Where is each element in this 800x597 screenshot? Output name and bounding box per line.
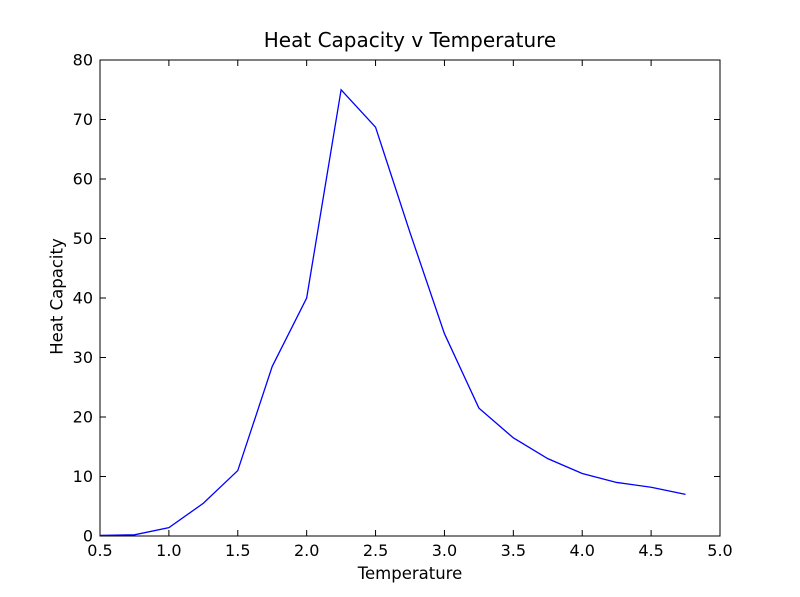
x-tick-label: 3.0 bbox=[432, 541, 457, 560]
x-tick-label: 2.0 bbox=[294, 541, 319, 560]
x-tick-label: 1.0 bbox=[156, 541, 181, 560]
data-line-heat-capacity bbox=[99, 88, 686, 537]
x-axis-label: Temperature bbox=[357, 564, 463, 583]
x-tick-label: 0.5 bbox=[87, 541, 112, 560]
y-tick-label: 50 bbox=[73, 229, 93, 248]
y-tick-label: 30 bbox=[73, 348, 93, 367]
y-tick-label: 70 bbox=[73, 110, 93, 129]
y-tick-label: 40 bbox=[73, 289, 93, 308]
y-tick-label: 80 bbox=[73, 51, 93, 70]
y-axis-label: Heat Capacity bbox=[47, 238, 67, 355]
x-tick-label: 4.5 bbox=[638, 541, 663, 560]
x-tick-label: 2.5 bbox=[363, 541, 388, 560]
y-tick-label: 10 bbox=[73, 467, 93, 486]
y-tick-label: 60 bbox=[73, 170, 93, 189]
x-tick-label: 4.0 bbox=[569, 541, 594, 560]
chart-title: Heat Capacity v Temperature bbox=[263, 28, 557, 52]
x-tick-label: 3.5 bbox=[501, 541, 526, 560]
x-tick-label: 1.5 bbox=[225, 541, 250, 560]
y-tick-label: 20 bbox=[73, 408, 93, 427]
plot-border bbox=[99, 59, 721, 537]
x-tick-label: 5.0 bbox=[707, 541, 732, 560]
y-tick-label: 0 bbox=[83, 527, 93, 546]
